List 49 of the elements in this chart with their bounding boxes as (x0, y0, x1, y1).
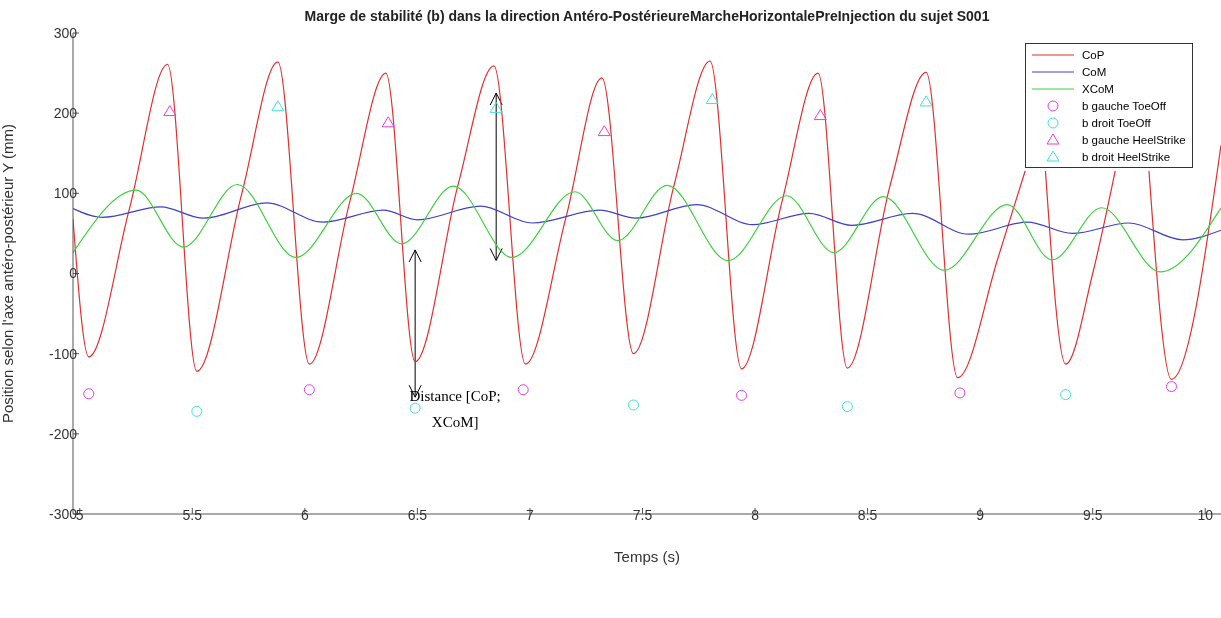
legend-label: CoP (1082, 48, 1105, 61)
legend-label: XCoM (1082, 82, 1114, 95)
line-series (73, 202, 1221, 241)
x-tick-label: 9.5 (1082, 506, 1103, 523)
y-tick-label: -300 (48, 505, 78, 522)
x-tick-label: 7.5 (632, 506, 653, 523)
point (381, 116, 395, 128)
x-tick-label: 5.5 (182, 506, 203, 523)
point (736, 389, 748, 401)
point (813, 109, 827, 121)
x-tick-label: 10 (1197, 506, 1214, 523)
annotation: Distance [CoP; XCoM] (409, 387, 502, 433)
x-tick-label: 9 (976, 506, 985, 523)
point (841, 401, 853, 413)
x-tick-label: 7 (526, 506, 535, 523)
y-tick-label: 300 (53, 24, 78, 41)
point (919, 95, 933, 107)
x-axis-title: Temps (s) (614, 548, 680, 565)
legend-label: b droit HeelStrike (1082, 150, 1171, 163)
point (409, 402, 421, 414)
point (954, 387, 966, 399)
point (83, 388, 95, 400)
point (517, 384, 529, 396)
y-tick-label: -200 (48, 425, 78, 442)
point (303, 384, 315, 396)
point (1060, 389, 1072, 401)
y-tick-label: 100 (53, 185, 78, 202)
chart-title: Marge de stabilité (b) dans la direction Antéro-PostérieureMarcheHorizontalePreInjection du sujet S001 (303, 8, 991, 24)
x-tick-label: 6 (300, 506, 309, 523)
point (597, 125, 611, 137)
legend-label: b gauche ToeOff (1082, 99, 1166, 112)
y-tick-label: -100 (48, 345, 78, 362)
y-tick-label: 0 (69, 265, 78, 282)
point (705, 93, 719, 105)
point (163, 105, 177, 117)
y-tick-label: 200 (53, 105, 78, 122)
point (1165, 381, 1177, 393)
legend-label: CoM (1082, 65, 1107, 78)
legend-label: b gauche HeelStrike (1082, 133, 1186, 146)
point (191, 405, 203, 417)
legend-label: b droit ToeOff (1082, 116, 1151, 129)
x-tick-label: 6.5 (407, 506, 428, 523)
point (489, 101, 503, 113)
x-tick-label: 8.5 (857, 506, 878, 523)
point (271, 100, 285, 112)
point (627, 399, 639, 411)
y-axis-title: Position selon l'axe antéro-postérieur Y (mm) (0, 123, 17, 424)
x-tick-label: 5 (75, 506, 84, 523)
x-tick-label: 8 (751, 506, 760, 523)
